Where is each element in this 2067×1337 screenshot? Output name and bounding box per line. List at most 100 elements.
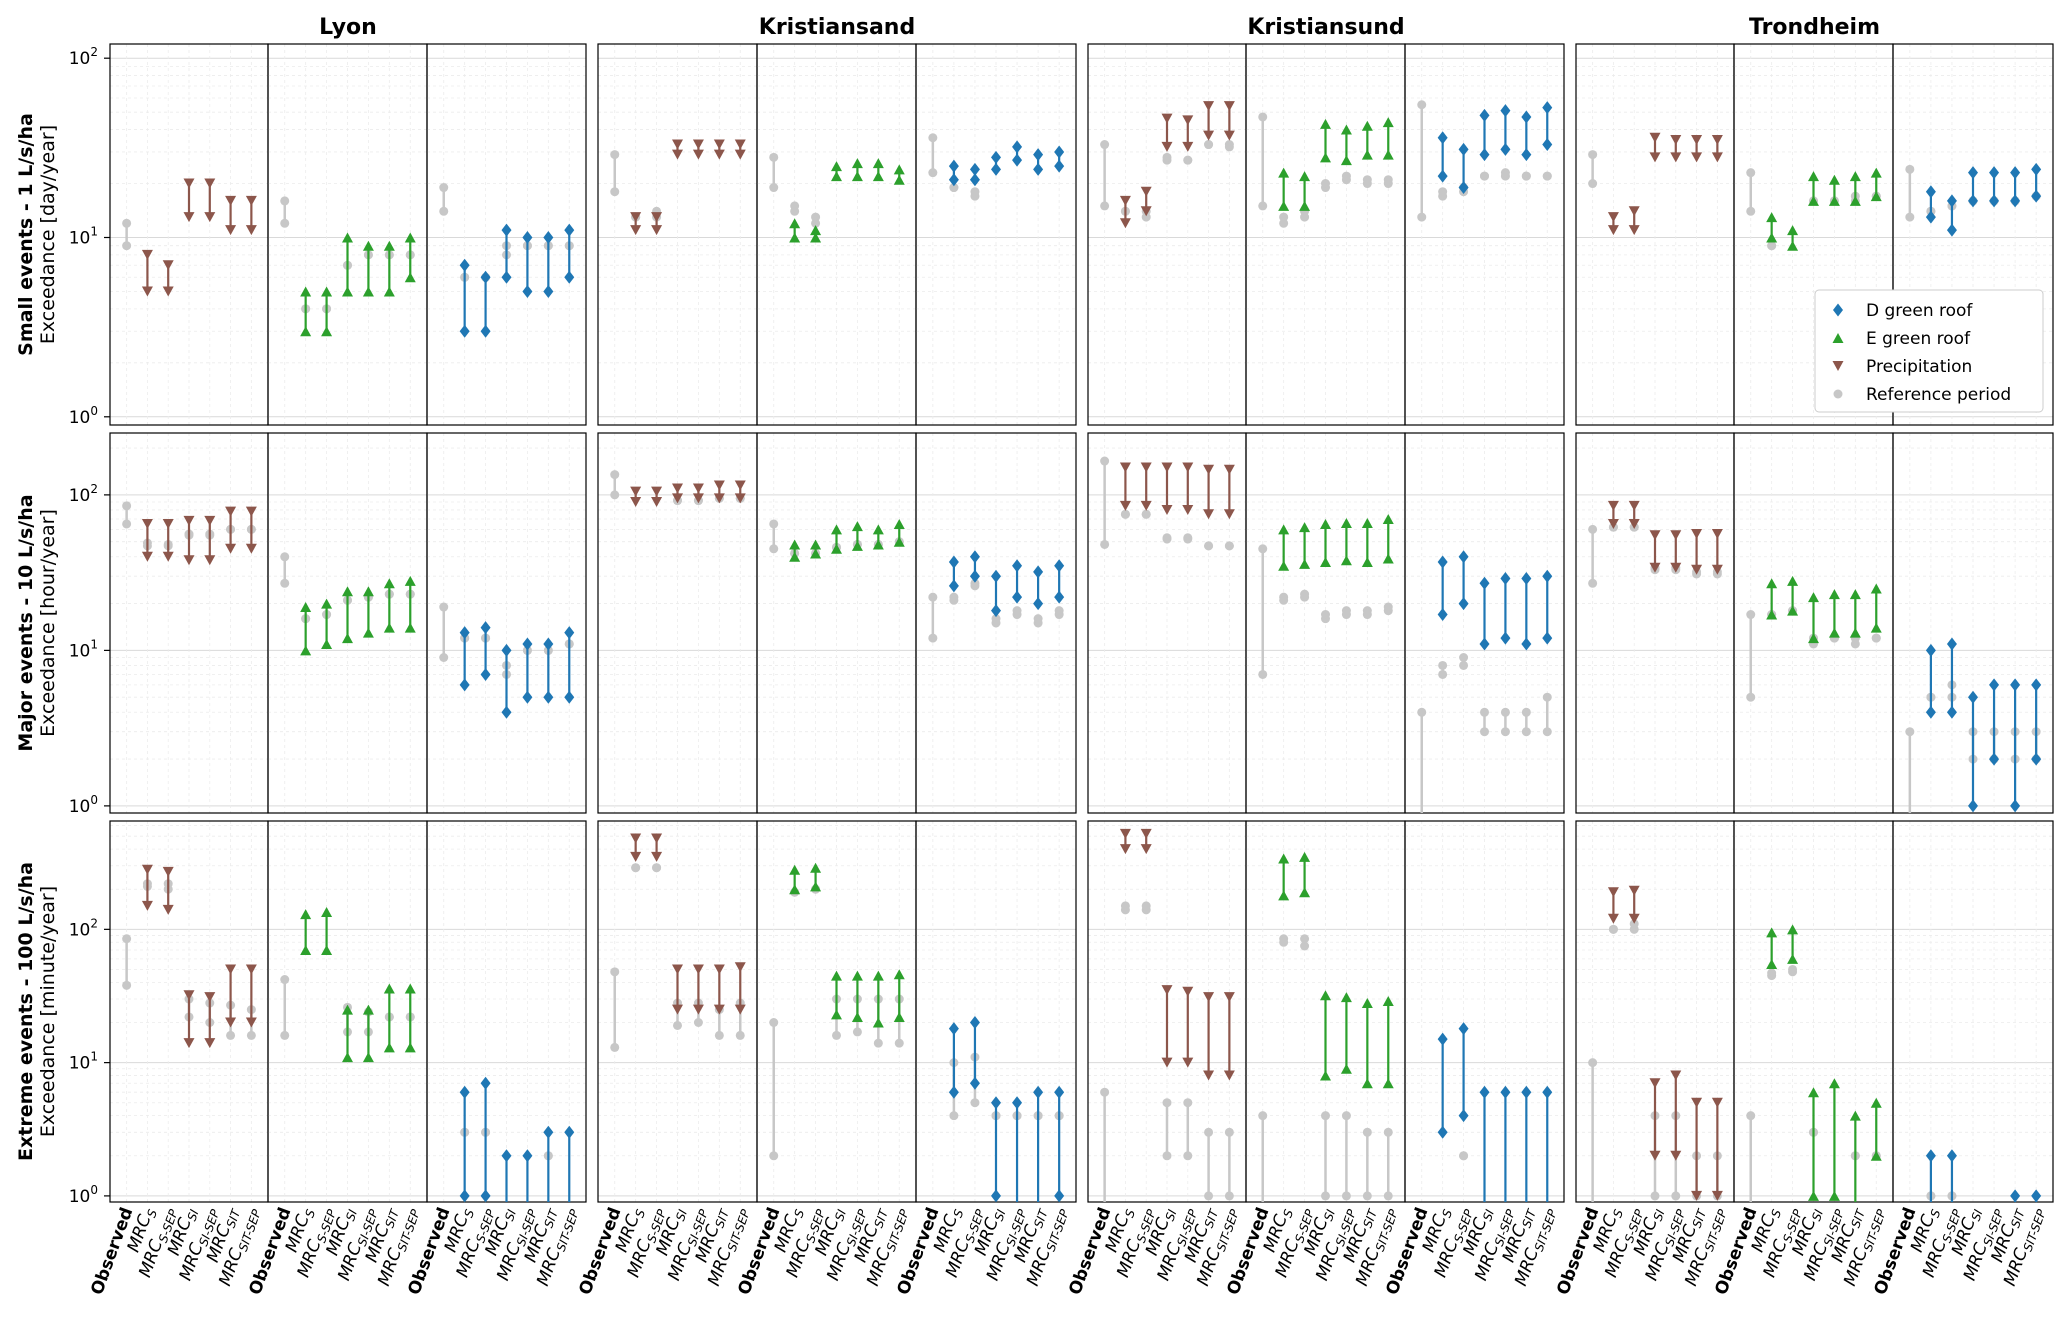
d-green-roof-point: [1946, 223, 1957, 237]
e-green-roof-point: [1320, 518, 1331, 529]
precipitation-point: [1161, 113, 1173, 124]
d-green-roof-point: [1479, 108, 1490, 122]
e-green-roof-point: [789, 864, 801, 875]
e-green-roof-point: [1382, 553, 1394, 564]
reference-point: [1341, 606, 1351, 616]
d-green-roof-point: [1925, 185, 1936, 199]
d-green-roof-point: [501, 270, 512, 284]
precipitation-point: [1607, 212, 1619, 223]
d-green-roof-point: [1054, 159, 1065, 173]
d-green-roof-point: [1968, 799, 1978, 813]
d-green-roof-point: [948, 1022, 959, 1036]
e-green-roof-point: [1340, 992, 1352, 1003]
panel: [915, 43, 1077, 426]
precipitation-point: [713, 964, 725, 975]
reference-point: [280, 552, 290, 562]
e-green-roof-point: [300, 645, 312, 656]
d-green-roof-point: [948, 555, 959, 569]
e-green-roof-point: [831, 161, 842, 172]
precipitation-point: [1223, 992, 1235, 1003]
e-green-roof-point: [383, 578, 395, 589]
d-green-roof-point: [543, 1125, 554, 1139]
reference-point: [1480, 707, 1489, 717]
reference-point: [1788, 964, 1798, 974]
d-green-roof-point: [969, 1076, 980, 1090]
panel: [756, 820, 917, 1203]
precipitation-point: [1649, 530, 1661, 541]
reference-point: [1162, 1151, 1172, 1161]
d-green-roof-point: [564, 223, 575, 237]
precipitation-point: [183, 178, 195, 189]
d-green-roof-point: [969, 1016, 980, 1030]
reference-point: [1362, 175, 1372, 185]
reference-point: [1100, 539, 1110, 549]
d-green-roof-point: [1012, 153, 1023, 167]
precipitation-point: [162, 260, 174, 271]
e-green-roof-point: [810, 862, 822, 873]
e-green-roof-point: [1808, 1087, 1819, 1098]
e-green-roof-point: [810, 881, 822, 892]
e-green-roof-point: [1766, 232, 1778, 243]
e-green-roof-point: [1787, 924, 1799, 935]
precipitation-point: [651, 212, 663, 223]
e-green-roof-point: [362, 1004, 374, 1015]
panel-frame: [426, 432, 587, 814]
d-green-roof-point: [1437, 1032, 1448, 1046]
d-green-roof-point: [1054, 145, 1065, 159]
precipitation-point: [225, 964, 237, 975]
precipitation-point: [692, 964, 704, 975]
e-green-roof-point: [1787, 225, 1799, 236]
precipitation-point: [183, 990, 195, 1001]
reference-point: [1141, 901, 1151, 911]
precipitation-point: [1628, 500, 1640, 511]
reference-point: [280, 218, 290, 228]
precipitation-point: [1119, 500, 1131, 511]
e-green-roof-point: [342, 633, 353, 644]
precipitation-point: [651, 486, 663, 497]
panel: [915, 820, 1077, 1203]
e-green-roof-point: [1320, 1070, 1331, 1081]
d-green-roof-point: [1989, 166, 2000, 180]
d-green-roof-point: [991, 162, 1001, 176]
e-green-roof-point: [362, 627, 374, 638]
reference-point: [122, 241, 132, 251]
d-green-roof-point: [522, 230, 533, 244]
d-green-roof-point: [459, 1189, 470, 1203]
e-green-roof-point: [342, 1052, 353, 1063]
precipitation-point: [713, 1004, 725, 1015]
precipitation-point: [1711, 152, 1723, 163]
reference-point: [610, 150, 620, 160]
e-green-roof-point: [1870, 622, 1882, 633]
reference-point: [1459, 660, 1469, 670]
reference-point: [769, 544, 779, 554]
precipitation-point: [245, 506, 257, 517]
e-green-roof-point: [383, 983, 395, 994]
d-green-roof-point: [969, 550, 980, 564]
precipitation-point: [1628, 225, 1640, 236]
legend-entry: D green roof: [1866, 301, 1973, 321]
precipitation-point: [651, 225, 663, 236]
precipitation-point: [1607, 518, 1619, 529]
e-green-roof-point: [383, 240, 395, 251]
reference-point: [1588, 179, 1598, 189]
precipitation-point: [162, 866, 174, 877]
d-green-roof-point: [1500, 142, 1511, 156]
precipitation-point: [245, 225, 257, 236]
precipitation-point: [141, 249, 153, 260]
e-green-roof-point: [789, 539, 801, 550]
row-0: Small events - 1 L/s/ha Exceedance [day/y…: [15, 43, 2054, 428]
e-green-roof-point: [1870, 191, 1882, 202]
d-green-roof-point: [480, 1189, 491, 1203]
e-green-roof-point: [404, 575, 416, 586]
reference-point: [928, 168, 938, 178]
e-green-roof-point: [1849, 171, 1861, 182]
e-green-roof-point: [300, 326, 312, 337]
precipitation-point: [1119, 844, 1131, 855]
y-tick-label: 102: [69, 45, 98, 69]
e-green-roof-point: [1340, 1063, 1352, 1074]
reference-point: [122, 501, 132, 511]
precipitation-point: [162, 286, 174, 297]
d-green-roof-point: [1521, 110, 1532, 124]
d-green-roof-point: [969, 173, 980, 187]
